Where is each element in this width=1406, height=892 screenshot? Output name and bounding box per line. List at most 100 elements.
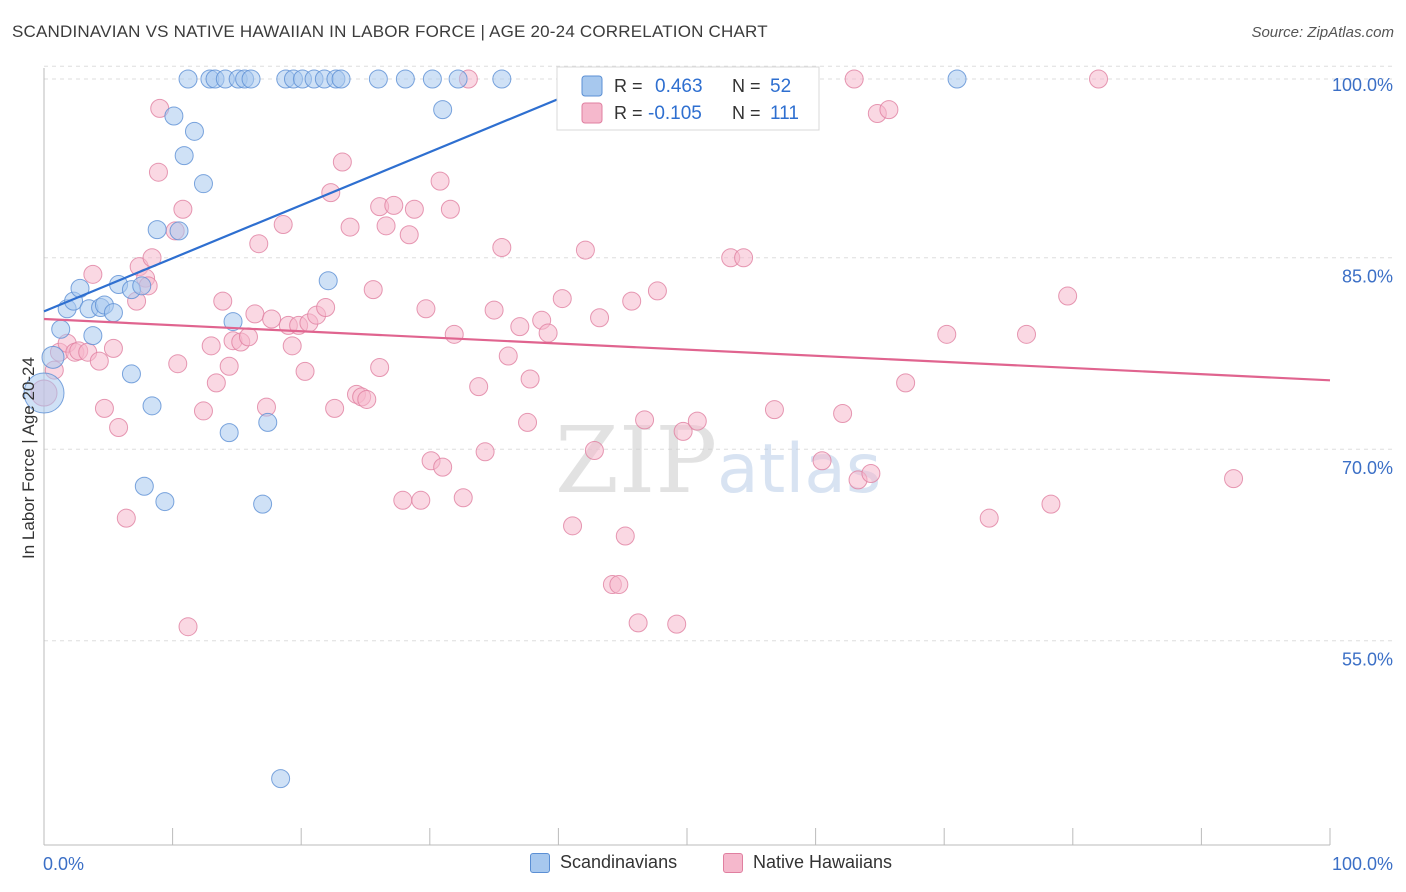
native-hawaiians-point-87 <box>628 613 648 633</box>
native-hawaiians-point-65 <box>444 324 464 344</box>
trend-lines <box>43 76 1331 382</box>
native-hawaiians-point-94 <box>734 248 754 268</box>
native-hawaiians-point-8 <box>89 351 109 371</box>
native-hawaiians-point-50 <box>357 389 377 409</box>
native-hawaiians-point-10 <box>103 338 123 358</box>
native-hawaiians-point-91 <box>673 421 693 441</box>
scandinavians-point-18 <box>147 220 167 240</box>
legend-n-label-pink: N = <box>732 103 761 123</box>
legend-n-value-blue: 52 <box>770 76 791 97</box>
native-hawaiians-point-56 <box>393 490 413 510</box>
native-hawaiians-point-36 <box>273 215 293 235</box>
native-hawaiians-point-55 <box>384 195 404 215</box>
native-hawaiians-point-110 <box>1089 69 1109 89</box>
native-hawaiians-point-43 <box>316 298 336 318</box>
scandinavians-point-45 <box>395 69 415 89</box>
native-hawaiians-point-98 <box>833 403 853 423</box>
native-hawaiians-point-109 <box>1224 469 1244 489</box>
scandinavians-point-10 <box>103 303 123 323</box>
native-hawaiians-point-95 <box>764 400 784 420</box>
y-tick-label-3: 100.0% <box>1332 75 1393 95</box>
scandinavians-point-20 <box>169 221 189 241</box>
native-hawaiians-point-85 <box>615 526 635 546</box>
native-hawaiians-point-59 <box>411 490 431 510</box>
native-hawaiians-point-33 <box>249 234 269 254</box>
native-hawaiians-point-105 <box>979 508 999 528</box>
scandinavians-point-15 <box>134 476 154 496</box>
native-hawaiians-point-21 <box>168 354 188 374</box>
native-hawaiians-point-111 <box>844 69 864 89</box>
native-hawaiians-point-78 <box>552 289 572 309</box>
legend-item-scandinavians[interactable]: Scandinavians <box>530 852 677 873</box>
native-hawaiians-point-106 <box>1017 324 1037 344</box>
x-tick-label-0: 0.0% <box>43 854 84 874</box>
legend-r-value-pink: -0.105 <box>648 103 702 124</box>
scandinavians-point-32 <box>241 69 261 89</box>
native-hawaiians-point-102 <box>879 100 899 120</box>
legend-swatch-pink <box>581 102 603 124</box>
legend-n-label-blue: N = <box>732 76 761 96</box>
scandinavians-point-44 <box>368 69 388 89</box>
native-hawaiians-point-82 <box>590 308 610 328</box>
scandinavians-points <box>23 69 967 789</box>
scandinavians-trend-line <box>43 76 611 313</box>
scandinavians-point-2 <box>51 319 71 339</box>
scandinavians-point-33 <box>253 494 273 514</box>
native-hawaiians-point-40 <box>295 361 315 381</box>
native-hawaiians-point-72 <box>498 346 518 366</box>
scandinavians-point-51 <box>947 69 967 89</box>
native-hawaiians-point-47 <box>340 217 360 237</box>
native-hawaiians-point-73 <box>510 317 530 337</box>
legend-n-value-pink: 111 <box>770 103 799 124</box>
native-hawaiians-point-32 <box>245 304 265 324</box>
native-hawaiians-point-71 <box>492 238 512 258</box>
legend-item-native-hawaiians[interactable]: Native Hawaiians <box>723 852 892 873</box>
legend-swatch-scandinavians <box>530 852 550 873</box>
native-hawaiians-point-74 <box>518 412 538 432</box>
legend-swatch-blue <box>581 75 603 97</box>
native-hawaiians-point-58 <box>404 199 424 219</box>
native-hawaiians-point-80 <box>575 240 595 260</box>
scandinavians-point-22 <box>184 121 204 141</box>
native-hawaiians-point-100 <box>861 463 881 483</box>
scandinavians-point-17 <box>155 492 175 512</box>
scandinavians-point-13 <box>132 276 152 296</box>
native-hawaiians-point-31 <box>238 327 258 347</box>
native-hawaiians-point-24 <box>193 401 213 421</box>
scandinavians-point-21 <box>174 146 194 166</box>
native-hawaiians-point-26 <box>206 373 226 393</box>
y-tick-label-2: 85.0% <box>1342 267 1393 287</box>
x-tick-label-1: 100.0% <box>1332 854 1393 874</box>
native-hawaiians-point-27 <box>213 291 233 311</box>
scandinavians-point-14 <box>121 364 141 384</box>
native-hawaiians-point-7 <box>83 264 103 284</box>
stats-legend: R = 0.463 N = 52 R = -0.105 N = 111 <box>556 66 820 131</box>
native-hawaiians-point-68 <box>469 377 489 397</box>
native-hawaiians-point-22 <box>173 199 193 219</box>
scandinavians-point-1 <box>41 345 65 369</box>
source-label: Source: ZipAtlas.com <box>1251 24 1394 41</box>
scandinavians-point-19 <box>164 106 184 126</box>
native-hawaiians-point-75 <box>520 369 540 389</box>
scandinavians-point-46 <box>422 69 442 89</box>
scandinavians-point-49 <box>492 69 512 89</box>
scandinavians-point-16 <box>142 396 162 416</box>
native-hawaiians-point-9 <box>94 398 114 418</box>
native-hawaiians-point-18 <box>148 162 168 182</box>
scandinavians-point-35 <box>271 769 291 789</box>
chart-title: SCANDINAVIAN VS NATIVE HAWAIIAN IN LABOR… <box>12 22 768 41</box>
scandinavians-point-7 <box>83 326 103 346</box>
scandinavians-point-24 <box>178 69 198 89</box>
native-hawaiians-point-79 <box>563 516 583 536</box>
scandinavians-point-47 <box>433 100 453 120</box>
native-hawaiians-point-11 <box>109 418 129 438</box>
native-hawaiians-point-104 <box>937 324 957 344</box>
native-hawaiians-point-108 <box>1058 286 1078 306</box>
native-hawaiians-point-35 <box>262 309 282 329</box>
native-hawaiians-point-57 <box>399 225 419 245</box>
native-hawaiians-point-84 <box>609 575 629 595</box>
native-hawaiians-point-86 <box>622 291 642 311</box>
y-tick-label-1: 70.0% <box>1342 458 1393 478</box>
legend-r-label-blue: R = <box>614 76 643 96</box>
